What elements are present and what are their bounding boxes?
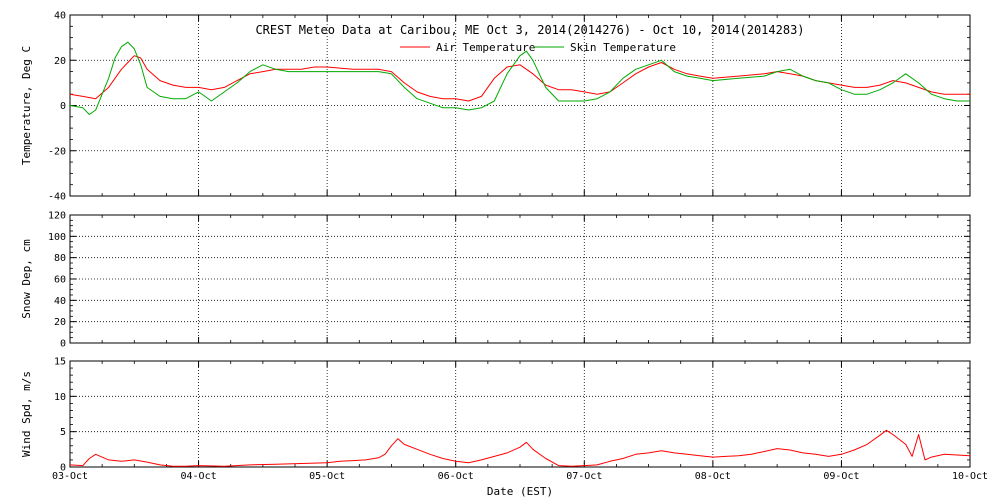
panel-2-ytick-label: 0 [60,339,66,350]
panel-1-series-2-line [69,41,970,115]
legend-2-label: Skin Temperature [570,41,676,54]
panel-1-ytick-label: 20 [54,56,66,67]
xtick-label: 06-Oct [438,471,474,482]
panel-2-ytick-label: 100 [48,232,66,243]
panel-3-series-1-line [69,429,971,467]
xtick-label: 03-Oct [52,471,88,482]
xtick-label: 04-Oct [181,471,217,482]
panel-1-ytick-label: -40 [48,192,66,203]
panel-3-ytick-label: 10 [54,392,66,403]
panel-1-ytick-label: 40 [54,11,66,22]
panel-3-ylabel: Wind Spd, m/s [20,371,33,457]
panel-1-ylabel: Temperature, Deg C [20,46,33,165]
panel-3-ytick-label: 15 [54,357,66,368]
panel-2-ytick-label: 40 [54,296,66,307]
xtick-label: 09-Oct [823,471,859,482]
panel-1-ytick-label: -20 [48,146,66,157]
panel-2-ytick-label: 80 [54,253,66,264]
xtick-label: 07-Oct [566,471,602,482]
panel-3-frame [69,360,971,468]
panel-1-ytick-label: 0 [60,101,66,112]
xtick-label: 05-Oct [309,471,345,482]
panel-2-ylabel: Snow Dep, cm [20,239,33,319]
panel-1-series-1-line [69,55,970,102]
xtick-label: 08-Oct [695,471,731,482]
panel-2-ytick-label: 20 [54,317,66,328]
x-axis-label: Date (EST) [487,485,553,498]
panel-3-ytick-label: 5 [60,427,66,438]
panel-2-ytick-label: 120 [48,211,66,222]
panel-2-ytick-label: 60 [54,275,66,286]
xtick-label: 10-Oct [952,471,988,482]
legend-1-label: Air Temperature [436,41,535,54]
chart-title: CREST Meteo Data at Caribou, ME Oct 3, 2… [255,23,804,37]
panel-3-ytick-label: 0 [60,463,66,474]
